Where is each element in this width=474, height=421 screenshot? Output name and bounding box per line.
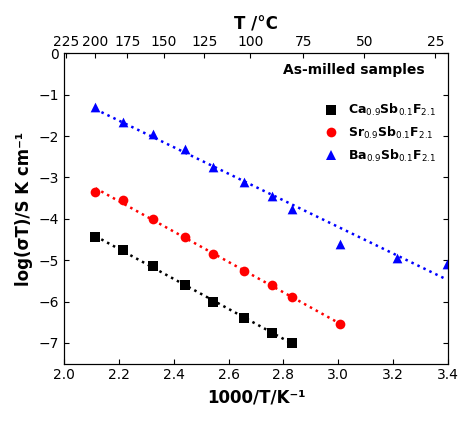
Point <box>288 294 295 301</box>
Point <box>288 205 295 212</box>
Point <box>119 246 127 253</box>
Point <box>181 234 189 241</box>
X-axis label: 1000/T/K⁻¹: 1000/T/K⁻¹ <box>207 388 305 406</box>
Point <box>119 118 127 125</box>
Point <box>181 145 189 152</box>
Point <box>336 321 344 328</box>
Point <box>91 189 99 195</box>
Y-axis label: log(σT)/S K cm⁻¹: log(σT)/S K cm⁻¹ <box>15 131 33 285</box>
Point <box>91 104 99 111</box>
X-axis label: T /°C: T /°C <box>234 15 278 33</box>
Point <box>149 131 157 137</box>
Point <box>336 240 344 247</box>
Point <box>181 282 189 288</box>
Point <box>240 267 247 274</box>
Point <box>91 234 99 241</box>
Point <box>393 255 401 261</box>
Point <box>149 216 157 222</box>
Point <box>240 315 247 322</box>
Point <box>269 329 276 336</box>
Point <box>269 282 276 288</box>
Point <box>210 250 217 257</box>
Point <box>210 298 217 305</box>
Point <box>240 178 247 185</box>
Point <box>288 340 295 346</box>
Point <box>119 197 127 204</box>
Legend: Ca$_{0.9}$Sb$_{0.1}$F$_{2.1}$, Sr$_{0.9}$Sb$_{0.1}$F$_{2.1}$, Ba$_{0.9}$Sb$_{0.1: Ca$_{0.9}$Sb$_{0.1}$F$_{2.1}$, Sr$_{0.9}… <box>313 97 442 169</box>
Text: As-milled samples: As-milled samples <box>283 63 425 77</box>
Point <box>149 263 157 270</box>
Point <box>210 164 217 171</box>
Point <box>269 193 276 200</box>
Point <box>443 261 450 268</box>
